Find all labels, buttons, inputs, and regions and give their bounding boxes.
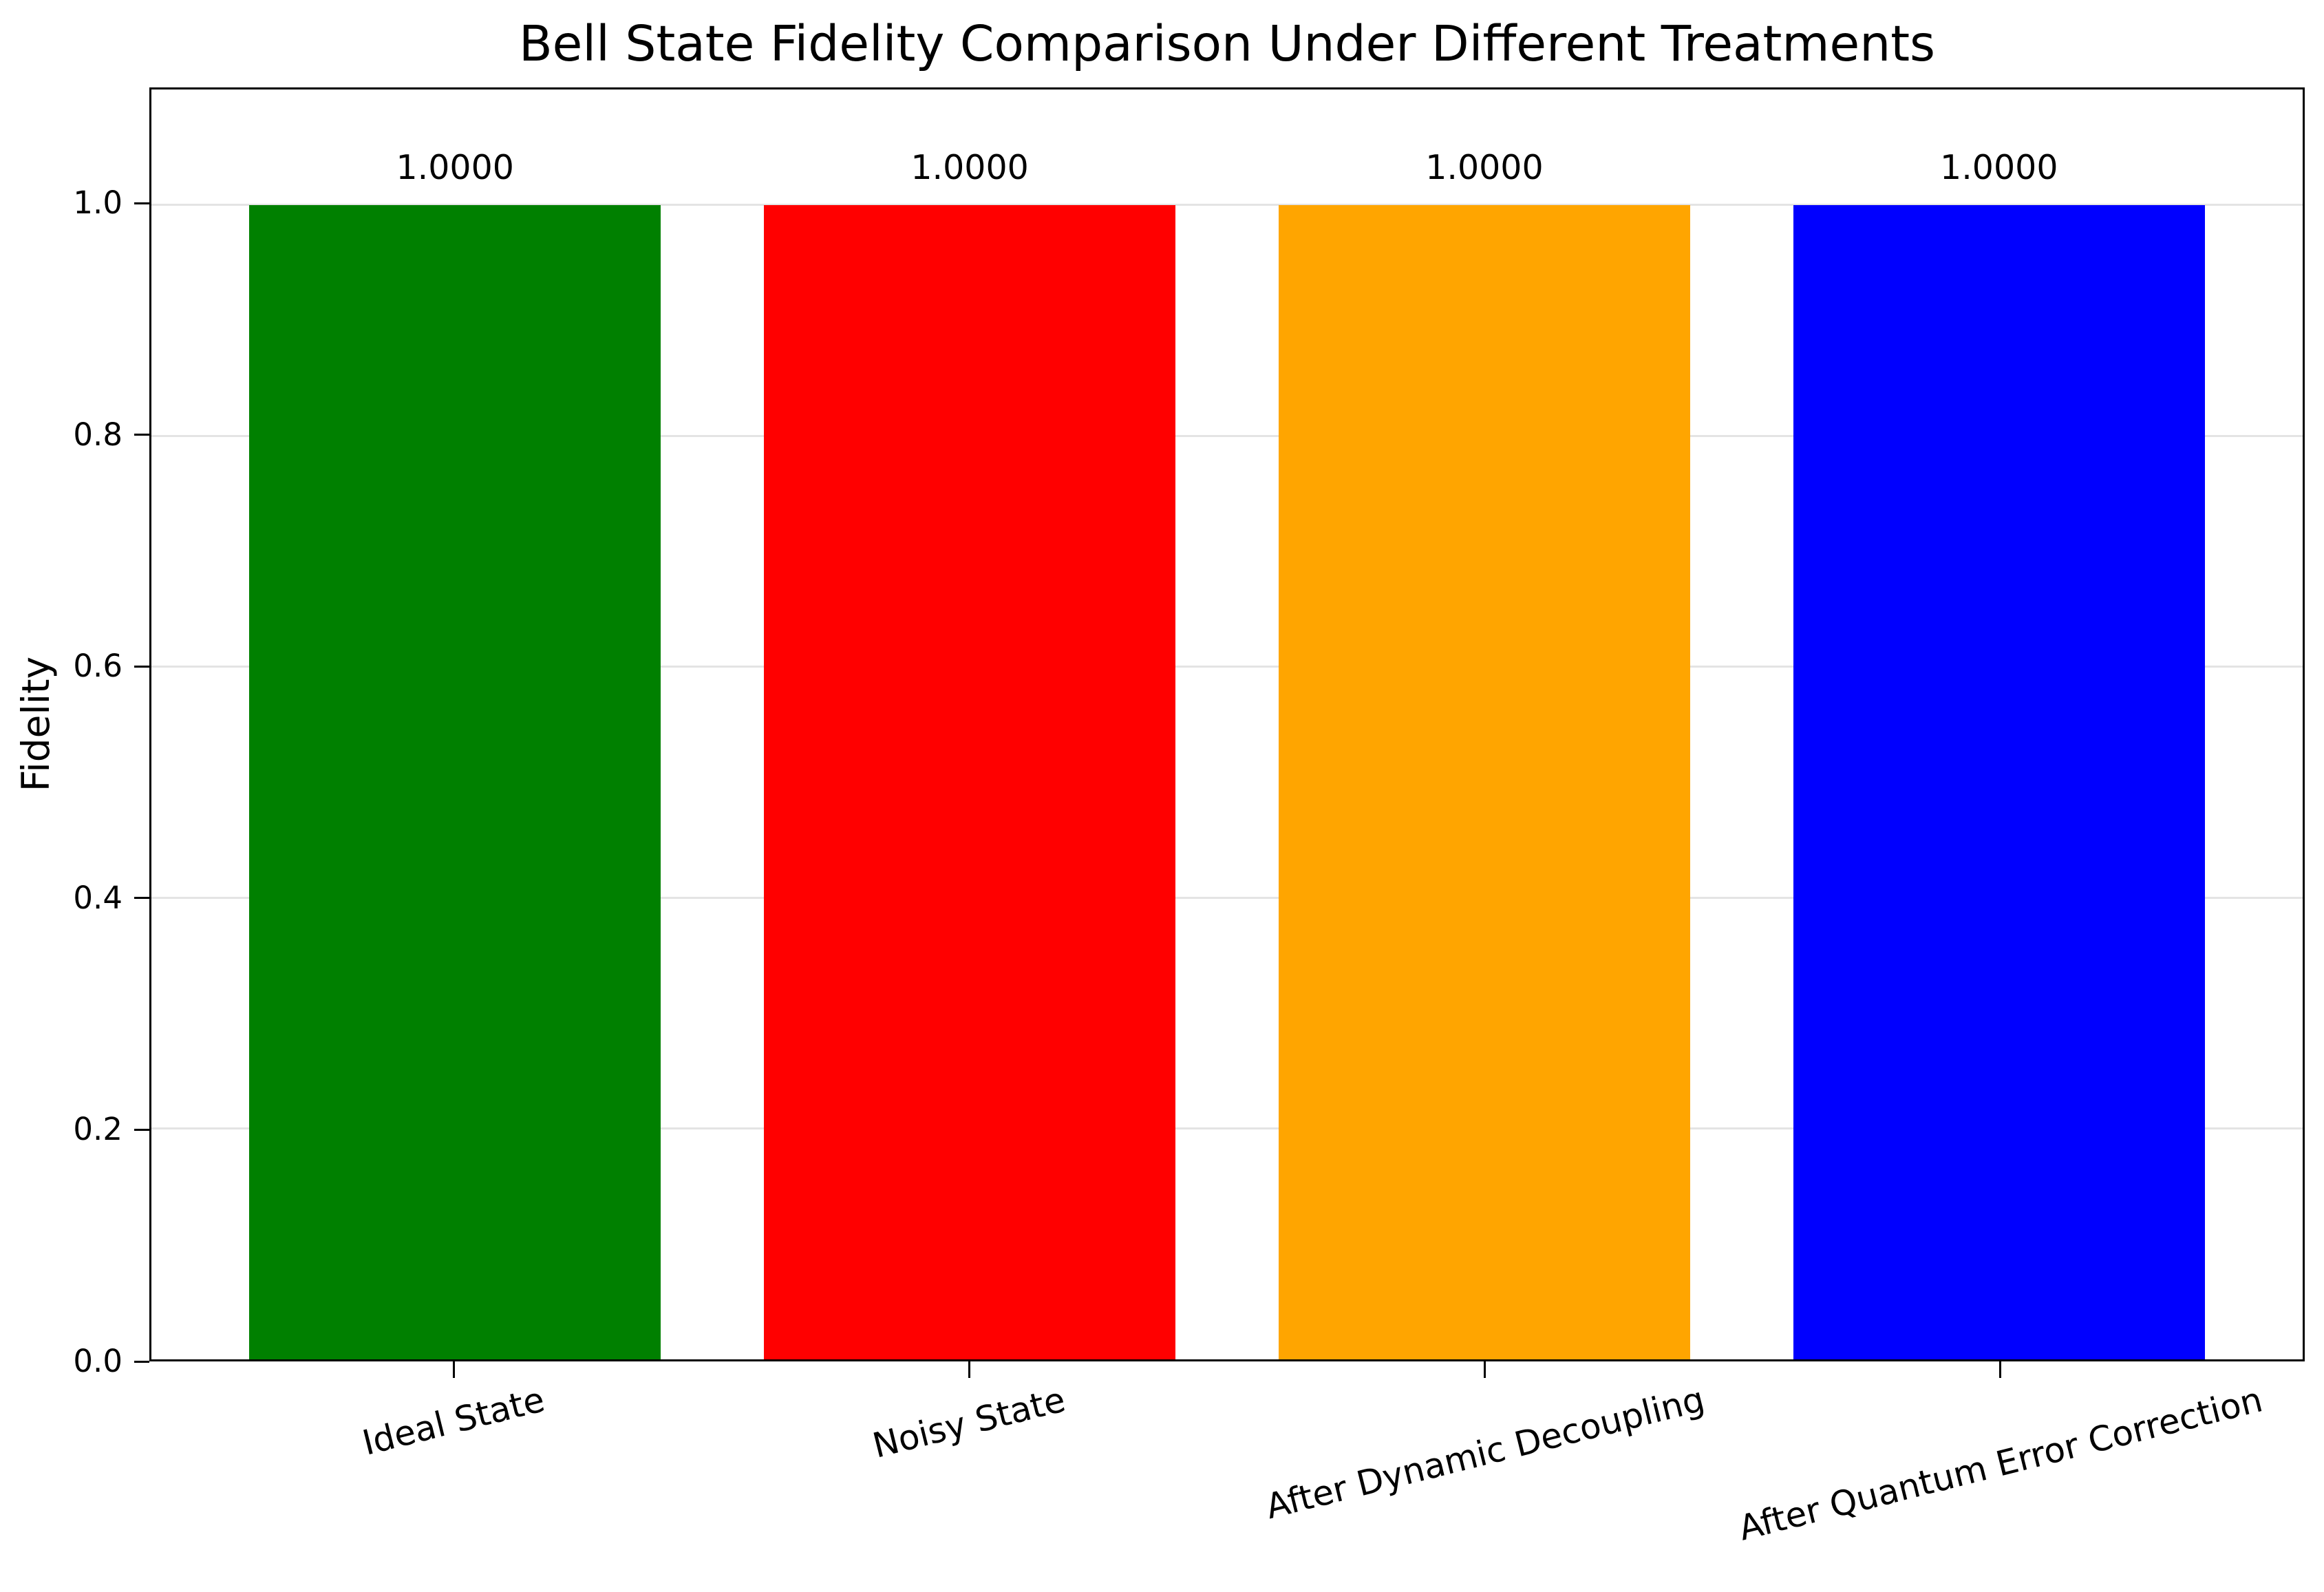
y-tick-label-1.0: 1.0 xyxy=(73,184,122,222)
gridline-y-0.6 xyxy=(151,666,2303,668)
plot-area: 1.0000 1.0000 1.0000 1.0000 xyxy=(149,87,2305,1361)
bar-value-label-2: 1.0000 xyxy=(1425,147,1544,187)
x-tick-mark-3 xyxy=(1999,1361,2002,1378)
x-tick-mark-2 xyxy=(1484,1361,1486,1378)
gridline-y-1 xyxy=(151,204,2303,206)
bar-1 xyxy=(763,204,1176,1359)
x-tick-mark-1 xyxy=(968,1361,970,1378)
y-tick-label-0.2: 0.2 xyxy=(73,1111,122,1148)
x-tick-label-1: Noisy State xyxy=(868,1379,1070,1466)
y-tick-mark-0.4 xyxy=(134,897,149,900)
bar-3 xyxy=(1793,204,2205,1359)
x-tick-label-3: After Quantum Error Correction xyxy=(1734,1379,2267,1549)
y-tick-mark-0.2 xyxy=(134,1128,149,1131)
gridline-y-0.8 xyxy=(151,434,2303,437)
x-tick-label-0: Ideal State xyxy=(359,1379,549,1463)
x-tick-mark-0 xyxy=(452,1361,455,1378)
y-tick-label-0.0: 0.0 xyxy=(73,1343,122,1379)
bar-2 xyxy=(1278,204,1691,1359)
y-tick-label-0.8: 0.8 xyxy=(73,416,122,453)
chart-title: Bell State Fidelity Comparison Under Dif… xyxy=(518,15,1936,72)
gridline-y-0.2 xyxy=(151,1127,2303,1130)
bar-value-label-0: 1.0000 xyxy=(396,147,514,187)
y-tick-mark-0.0 xyxy=(134,1360,149,1363)
y-tick-mark-0.6 xyxy=(134,665,149,668)
bar-value-label-1: 1.0000 xyxy=(910,147,1029,187)
y-tick-label-0.6: 0.6 xyxy=(73,648,122,685)
y-tick-label-0.4: 0.4 xyxy=(73,879,122,916)
gridline-y-0.4 xyxy=(151,896,2303,899)
x-tick-label-2: After Dynamic Decoupling xyxy=(1261,1379,1709,1527)
bar-0 xyxy=(249,204,661,1359)
y-tick-mark-0.8 xyxy=(134,434,149,436)
bar-value-label-3: 1.0000 xyxy=(1940,147,2058,187)
y-tick-mark-1.0 xyxy=(134,202,149,204)
